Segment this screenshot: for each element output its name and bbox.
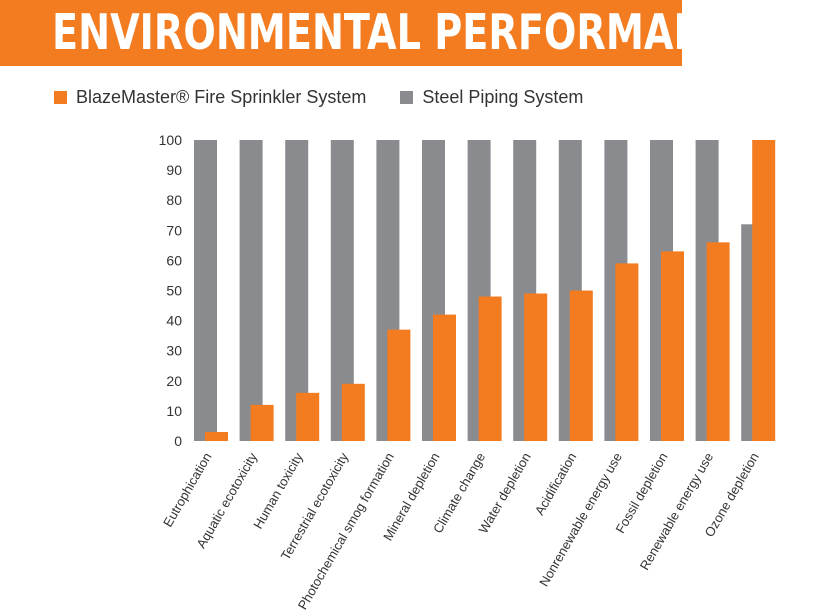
legend-label-blazemaster: BlazeMaster® Fire Sprinkler System [76,86,367,107]
y-tick-label: 60 [166,252,182,268]
bar-blazemaster [296,392,320,441]
legend: BlazeMaster® Fire Sprinkler System Steel… [54,84,617,110]
title-banner: ENVIRONMENTAL PERFORMANCE GAP [0,0,822,66]
bar-blazemaster [615,263,639,441]
y-tick-label: 90 [166,162,182,178]
legend-item-blazemaster: BlazeMaster® Fire Sprinkler System [54,87,366,108]
bar-steel [330,140,354,441]
bar-blazemaster [433,314,456,441]
bar-blazemaster [205,431,228,441]
y-tick-label: 20 [166,373,182,389]
category-label: Photochemical smog formation [295,450,397,612]
y-tick-label: 40 [166,313,182,329]
bar-blazemaster [569,290,593,441]
y-tick-label: 30 [166,343,182,359]
bar-blazemaster [250,404,274,441]
bar-blazemaster [752,140,776,441]
y-tick-label: 100 [159,132,183,148]
y-tick-label: 10 [166,403,182,419]
legend-swatch-steel [400,90,414,104]
y-tick-label: 70 [166,222,182,238]
y-tick-label: 0 [174,433,182,449]
y-tick-label: 80 [166,192,182,208]
category-label: Nonrenewable energy use [536,450,625,589]
y-tick-label: 50 [166,283,182,299]
bar-steel [239,140,263,441]
bar-blazemaster [524,293,548,441]
bar-blazemaster [706,242,730,441]
bar-steel [285,140,309,441]
category-label: Acidification [532,450,580,518]
bar-blazemaster [478,296,502,441]
bar-steel [194,140,217,441]
bar-blazemaster [661,251,684,441]
bar-blazemaster [387,329,411,441]
legend-item-steel: Steel Piping System [400,87,583,108]
chart-title: ENVIRONMENTAL PERFORMANCE GAP [52,4,822,61]
legend-label-steel: Steel Piping System [422,86,584,107]
legend-swatch-blazemaster [54,90,67,104]
category-label: Eutrophication [160,450,215,529]
bar-blazemaster [341,383,365,441]
